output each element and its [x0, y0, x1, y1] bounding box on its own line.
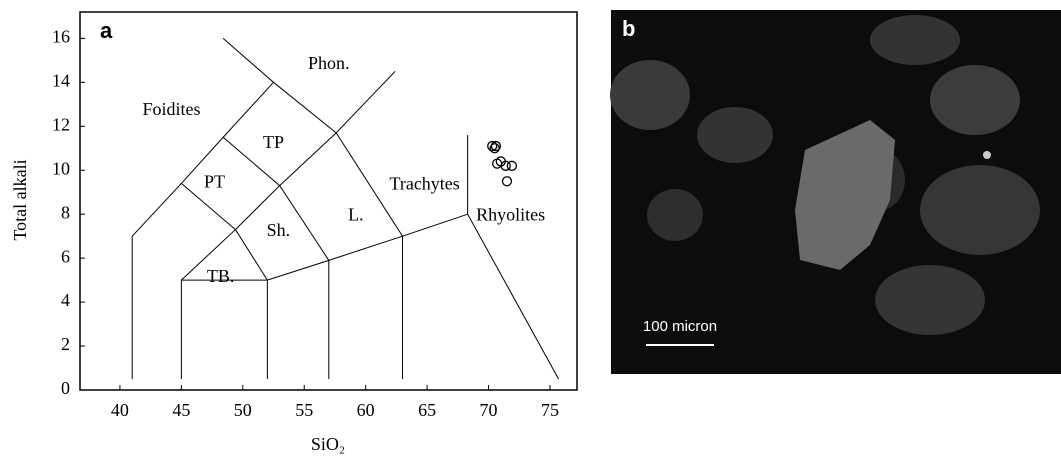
field-label: Rhyolites	[476, 205, 545, 225]
y-tick-label: 12	[52, 114, 70, 134]
field-boundary	[467, 213, 560, 380]
field-label: TP	[263, 132, 284, 152]
y-tick-label: 10	[52, 158, 70, 178]
data-point	[501, 176, 513, 187]
data-point	[489, 143, 500, 154]
y-tick-label: 2	[61, 334, 70, 354]
grain	[647, 189, 703, 241]
field-label: Sh.	[267, 220, 291, 240]
field-boundary	[335, 132, 403, 237]
field-label: Trachytes	[389, 174, 459, 194]
x-tick-label: 70	[480, 400, 498, 420]
panel-label: b	[622, 16, 635, 41]
x-tick-label: 45	[172, 400, 190, 420]
field-label: PT	[204, 172, 225, 192]
x-tick-label: 50	[234, 400, 252, 420]
x-tick-label: 40	[111, 400, 129, 420]
scale-bar-label: 100 micron	[643, 318, 717, 335]
y-axis-label: Total alkali	[10, 159, 30, 240]
plot-frame	[79, 11, 578, 391]
x-tick-label: 60	[357, 400, 375, 420]
panel-label: a	[100, 18, 113, 43]
data-point	[487, 140, 498, 152]
y-tick-label: 16	[52, 26, 70, 46]
y-tick-label: 14	[52, 70, 70, 90]
x-axis-label: SiO₂	[311, 434, 345, 454]
x-tick-label: 65	[418, 400, 436, 420]
y-tick-label: 4	[61, 290, 70, 310]
y-tick-label: 0	[61, 378, 70, 398]
crystal	[795, 120, 895, 270]
grain	[920, 165, 1040, 255]
micrograph: b 100 micron	[610, 10, 1061, 374]
y-tick-label: 8	[61, 202, 70, 222]
field-boundary	[181, 132, 337, 231]
x-tick-label: 55	[295, 400, 313, 420]
field-label: Foidites	[143, 99, 201, 119]
field-boundary	[267, 135, 469, 281]
y-tick-label: 6	[61, 246, 70, 266]
grain	[930, 65, 1020, 135]
field-label: L.	[348, 205, 364, 225]
field-boundary	[222, 136, 330, 261]
x-tick-label: 75	[541, 400, 559, 420]
data-point	[506, 160, 518, 171]
grain	[983, 151, 991, 159]
field-label: TB.	[207, 266, 235, 286]
field-boundary	[273, 70, 396, 134]
field-boundary	[131, 37, 275, 380]
field-boundary	[235, 229, 268, 281]
data-point	[490, 140, 502, 152]
grain	[870, 15, 960, 65]
field-boundary	[181, 229, 236, 281]
grain	[610, 60, 690, 130]
field-boundary	[180, 279, 268, 380]
field-label: Phon.	[308, 53, 350, 73]
grain	[875, 265, 985, 335]
data-point	[500, 160, 511, 171]
grain	[697, 107, 773, 163]
